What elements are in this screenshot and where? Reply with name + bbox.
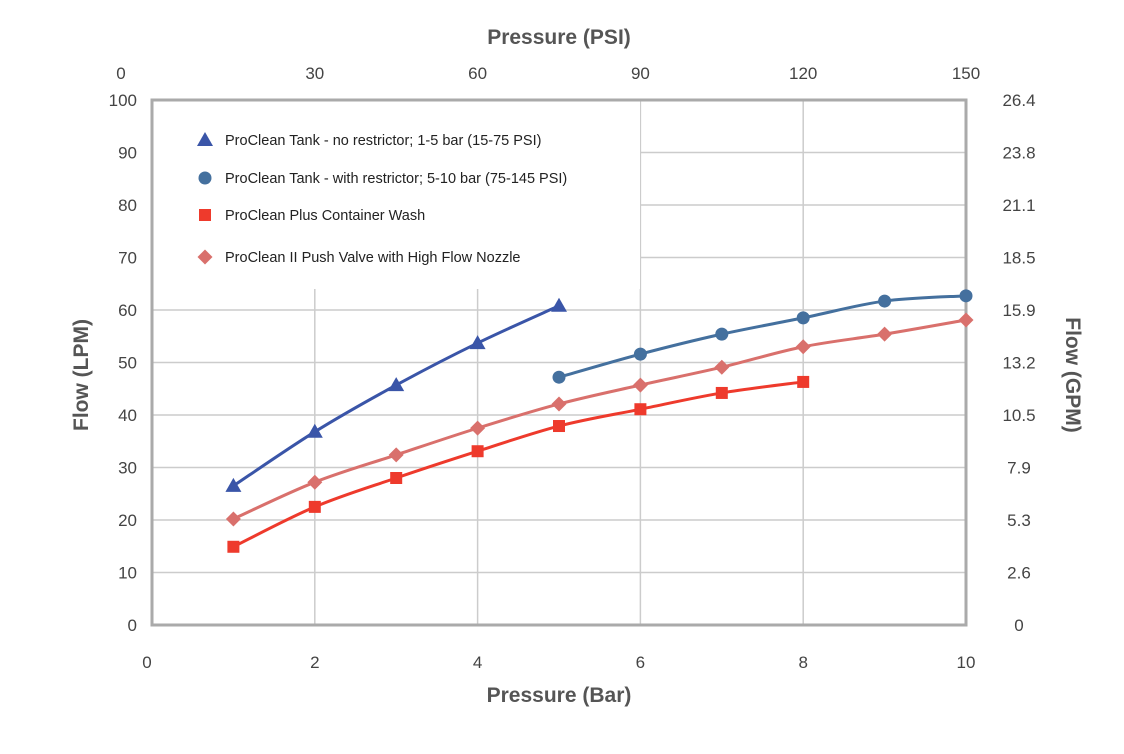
data-point-square xyxy=(390,472,403,484)
x-tick-label: 6 xyxy=(636,653,645,672)
plot-frame xyxy=(150,98,968,627)
data-point-circle xyxy=(959,289,973,303)
data-point-square xyxy=(471,445,484,458)
data-point-square xyxy=(634,403,647,416)
y2-tick-label: 26.4 xyxy=(1002,91,1035,110)
data-point-diamond xyxy=(714,359,730,375)
series-line xyxy=(558,294,967,379)
data-point-circle xyxy=(715,327,729,341)
data-point-diamond xyxy=(225,511,241,527)
y-tick-label: 80 xyxy=(118,196,137,215)
x2-tick-label: 60 xyxy=(468,64,487,83)
x-tick-label: 10 xyxy=(957,653,976,672)
data-point-square xyxy=(308,500,321,513)
data-point-square xyxy=(715,386,728,399)
data-point-square xyxy=(553,420,565,433)
data-point-triangle xyxy=(551,297,567,312)
data-point-square xyxy=(227,540,240,553)
y-tick-label: 40 xyxy=(118,406,137,425)
y2-tick-label: 7.9 xyxy=(1007,459,1031,478)
y-tick-label: 30 xyxy=(118,459,137,478)
legend-marker-diamond xyxy=(197,249,213,265)
x2-tick-label: 120 xyxy=(789,64,817,83)
y-tick-label: 10 xyxy=(118,564,137,583)
y-tick-label: 100 xyxy=(109,91,137,110)
data-point-diamond xyxy=(551,396,567,412)
legend-marker-triangle xyxy=(197,132,213,146)
y-tick-label: 0 xyxy=(128,616,137,635)
data-point-diamond xyxy=(307,474,323,490)
y-tick-label: 70 xyxy=(118,249,137,268)
y2-tick-label: 13.2 xyxy=(1002,354,1035,373)
y-tick-label: 90 xyxy=(118,144,137,163)
data-point-diamond xyxy=(877,326,893,342)
x-tick-label: 2 xyxy=(310,653,319,672)
y2-tick-label: 21.1 xyxy=(1002,196,1035,215)
y-tick-label: 50 xyxy=(118,354,137,373)
x2-tick-label: 90 xyxy=(631,64,650,83)
data-point-triangle xyxy=(388,377,405,392)
data-point-square xyxy=(797,375,810,388)
data-point-diamond xyxy=(795,339,811,355)
data-point-circle xyxy=(796,311,810,325)
data-point-diamond xyxy=(388,447,404,463)
data-point-circle xyxy=(552,370,566,384)
legend-label: ProClean Tank - no restrictor; 1-5 bar (… xyxy=(225,133,541,149)
x2-tick-label: 150 xyxy=(952,64,980,83)
legend-label: ProClean II Push Valve with High Flow No… xyxy=(225,250,521,266)
y2-tick-label: 2.6 xyxy=(1007,564,1031,583)
y2-tick-label: 23.8 xyxy=(1002,144,1035,163)
legend-label: ProClean Plus Container Wash xyxy=(225,208,425,224)
data-point-diamond xyxy=(470,420,486,436)
legend-label: ProClean Tank - with restrictor; 5-10 ba… xyxy=(225,171,567,187)
y-tick-label: 60 xyxy=(118,301,137,320)
y2-tick-label: 18.5 xyxy=(1002,249,1035,268)
x-tick-label: 8 xyxy=(798,653,807,672)
data-point-triangle xyxy=(306,423,323,438)
series-line xyxy=(232,318,967,521)
series-line xyxy=(232,380,804,549)
x-tick-label: 0 xyxy=(142,653,151,672)
legend-marker-circle xyxy=(198,171,212,185)
data-point-triangle xyxy=(225,477,242,492)
y2-tick-label: 0 xyxy=(1014,616,1023,635)
x2-axis-title: Pressure (PSI) xyxy=(487,26,631,49)
y-tick-label: 20 xyxy=(118,511,137,530)
x2-tick-label: 0 xyxy=(116,64,125,83)
y2-axis-title: Flow (GPM) xyxy=(1061,317,1084,432)
data-point-circle xyxy=(633,347,647,361)
x2-tick-label: 30 xyxy=(305,64,324,83)
data-point-diamond xyxy=(632,377,648,393)
x-axis-title: Pressure (Bar) xyxy=(487,684,632,707)
data-point-diamond xyxy=(958,312,974,328)
y2-tick-label: 10.5 xyxy=(1002,406,1035,425)
y2-tick-label: 5.3 xyxy=(1007,511,1031,530)
legend-marker-square xyxy=(199,209,211,221)
y-axis-title: Flow (LPM) xyxy=(70,319,93,431)
data-point-triangle xyxy=(469,335,486,350)
legend-box xyxy=(153,101,640,289)
x-tick-label: 4 xyxy=(473,653,482,672)
y2-tick-label: 15.9 xyxy=(1002,301,1035,320)
data-point-circle xyxy=(878,294,892,308)
